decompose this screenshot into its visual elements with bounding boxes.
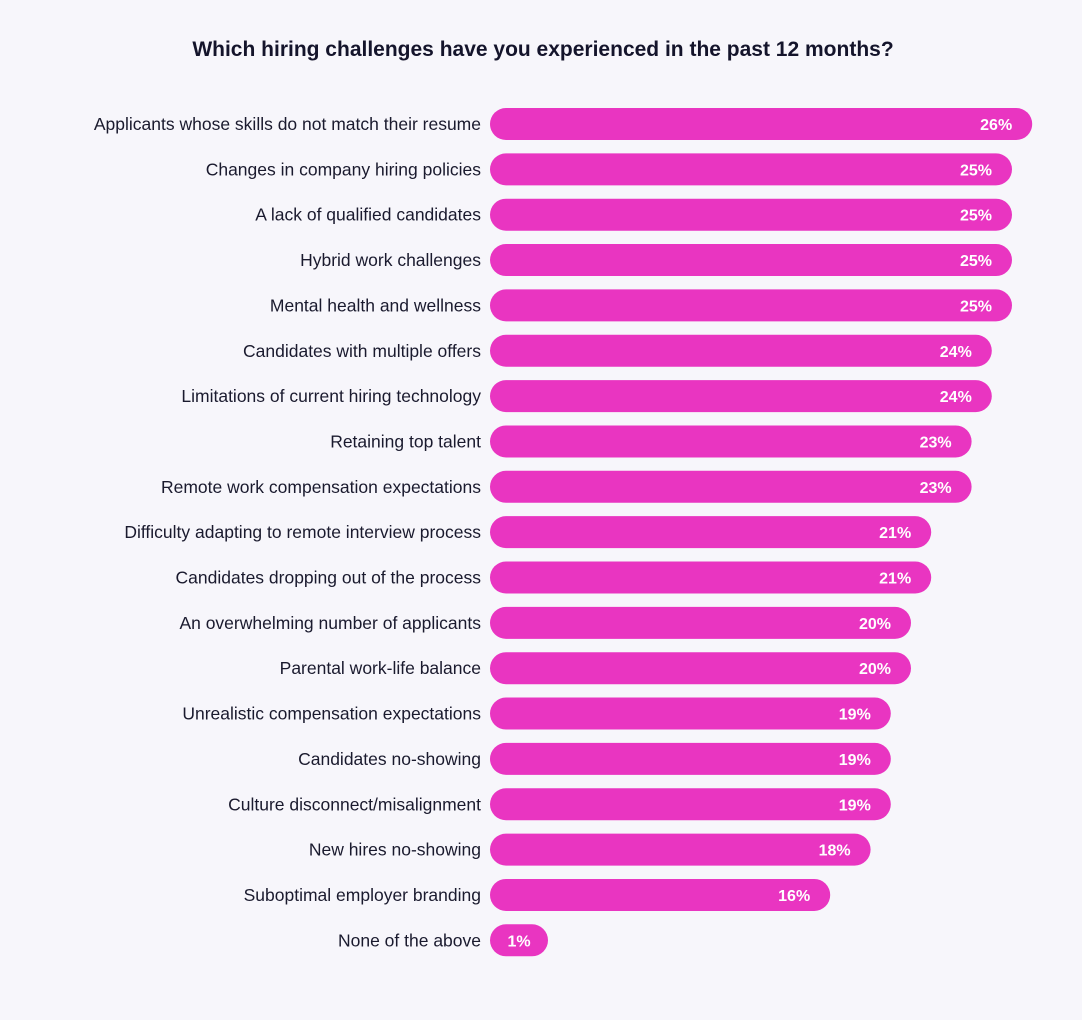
bar <box>490 878 831 911</box>
category-label: Applicants whose skills do not match the… <box>94 114 481 134</box>
category-label: Candidates dropping out of the process <box>176 568 482 588</box>
value-label: 25% <box>960 298 992 315</box>
category-label: New hires no-showing <box>309 840 481 860</box>
bar <box>490 516 932 549</box>
bar <box>490 833 871 866</box>
bar <box>490 334 992 367</box>
value-label: 23% <box>920 434 952 451</box>
chart-title: Which hiring challenges have you experie… <box>192 38 894 61</box>
value-label: 20% <box>859 616 891 633</box>
bars-layer: Applicants whose skills do not match the… <box>94 108 1033 957</box>
category-label: A lack of qualified candidates <box>255 205 481 225</box>
bar <box>490 153 1012 186</box>
category-label: Limitations of current hiring technology <box>181 386 481 406</box>
category-label: Retaining top talent <box>330 431 481 451</box>
bar <box>490 606 911 639</box>
value-label: 23% <box>920 480 952 497</box>
category-label: Culture disconnect/misalignment <box>228 794 481 814</box>
category-label: Remote work compensation expectations <box>161 477 481 497</box>
value-label: 20% <box>859 661 891 678</box>
category-label: Parental work-life balance <box>280 658 481 678</box>
bar <box>490 697 891 730</box>
bar <box>490 244 1012 277</box>
value-label: 19% <box>839 707 871 724</box>
category-label: Difficulty adapting to remote interview … <box>124 522 481 542</box>
value-label: 25% <box>960 208 992 225</box>
bar <box>490 108 1033 140</box>
category-label: Hybrid work challenges <box>300 250 481 270</box>
category-label: Unrealistic compensation expectations <box>182 704 481 724</box>
bar <box>490 470 972 503</box>
value-label: 21% <box>879 525 911 542</box>
value-label: 25% <box>960 162 992 179</box>
value-label: 24% <box>940 389 972 406</box>
bar <box>490 561 932 594</box>
bar <box>490 924 548 957</box>
value-label: 19% <box>839 797 871 814</box>
value-label: 16% <box>778 888 810 905</box>
category-label: Candidates no-showing <box>298 749 481 769</box>
bar <box>490 742 891 775</box>
bar <box>490 425 972 458</box>
category-label: Candidates with multiple offers <box>243 341 481 361</box>
value-label: 21% <box>879 571 911 588</box>
value-label: 18% <box>819 843 851 860</box>
value-label: 26% <box>980 117 1012 134</box>
category-label: Changes in company hiring policies <box>206 159 482 179</box>
value-label: 25% <box>960 253 992 270</box>
value-label: 24% <box>940 344 972 361</box>
category-label: Suboptimal employer branding <box>244 885 481 905</box>
category-label: Mental health and wellness <box>270 295 481 315</box>
bar <box>490 289 1012 322</box>
value-label: 1% <box>507 933 530 950</box>
category-label: An overwhelming number of applicants <box>179 613 481 633</box>
bar <box>490 788 891 821</box>
value-label: 19% <box>839 752 871 769</box>
bar <box>490 198 1012 231</box>
category-label: None of the above <box>338 930 481 950</box>
bar <box>490 652 911 685</box>
bar <box>490 380 992 413</box>
